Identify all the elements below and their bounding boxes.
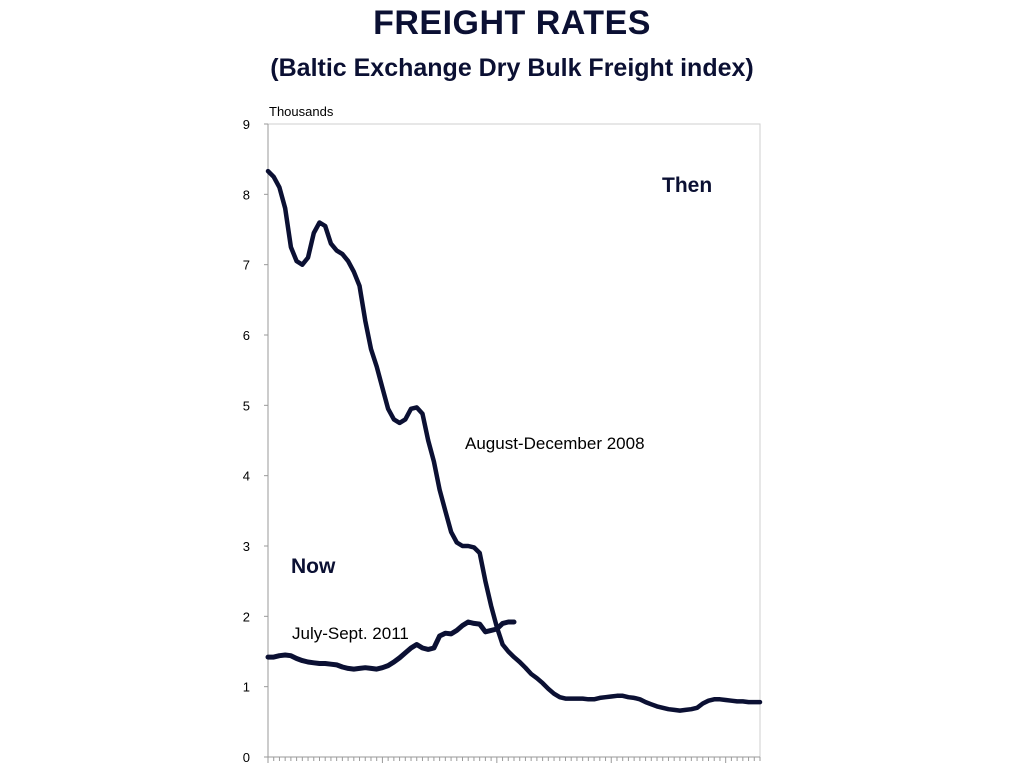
series-heading-now: Now xyxy=(291,555,336,578)
series-heading-then: Then xyxy=(662,174,712,197)
slide-subtitle: (Baltic Exchange Dry Bulk Freight index) xyxy=(270,54,754,82)
x-axis xyxy=(267,756,761,763)
series-line-2011 xyxy=(265,619,517,672)
y-tick-label: 9 xyxy=(243,117,250,132)
y-tick-label: 1 xyxy=(243,680,250,695)
y-tick-label: 5 xyxy=(243,398,250,413)
y-tick-label: 2 xyxy=(243,609,250,624)
series-line-2008 xyxy=(265,168,763,713)
y-tick-label: 4 xyxy=(243,469,250,484)
y-tick-label: 7 xyxy=(243,258,250,273)
series-label-2008: August-December 2008 xyxy=(465,434,645,453)
y-tick-label: 3 xyxy=(243,539,250,554)
series-label-2011: July-Sept. 2011 xyxy=(292,624,409,643)
y-tick-label: 8 xyxy=(243,187,250,202)
slide-title: FREIGHT RATES xyxy=(373,4,651,42)
y-tick-label: 6 xyxy=(243,328,250,343)
y-tick-label: 0 xyxy=(243,750,250,765)
y-axis: 0 1 2 3 4 5 6 7 8 9 xyxy=(243,117,269,765)
series-lines xyxy=(265,168,763,713)
unit-label: Thousands xyxy=(269,104,334,119)
